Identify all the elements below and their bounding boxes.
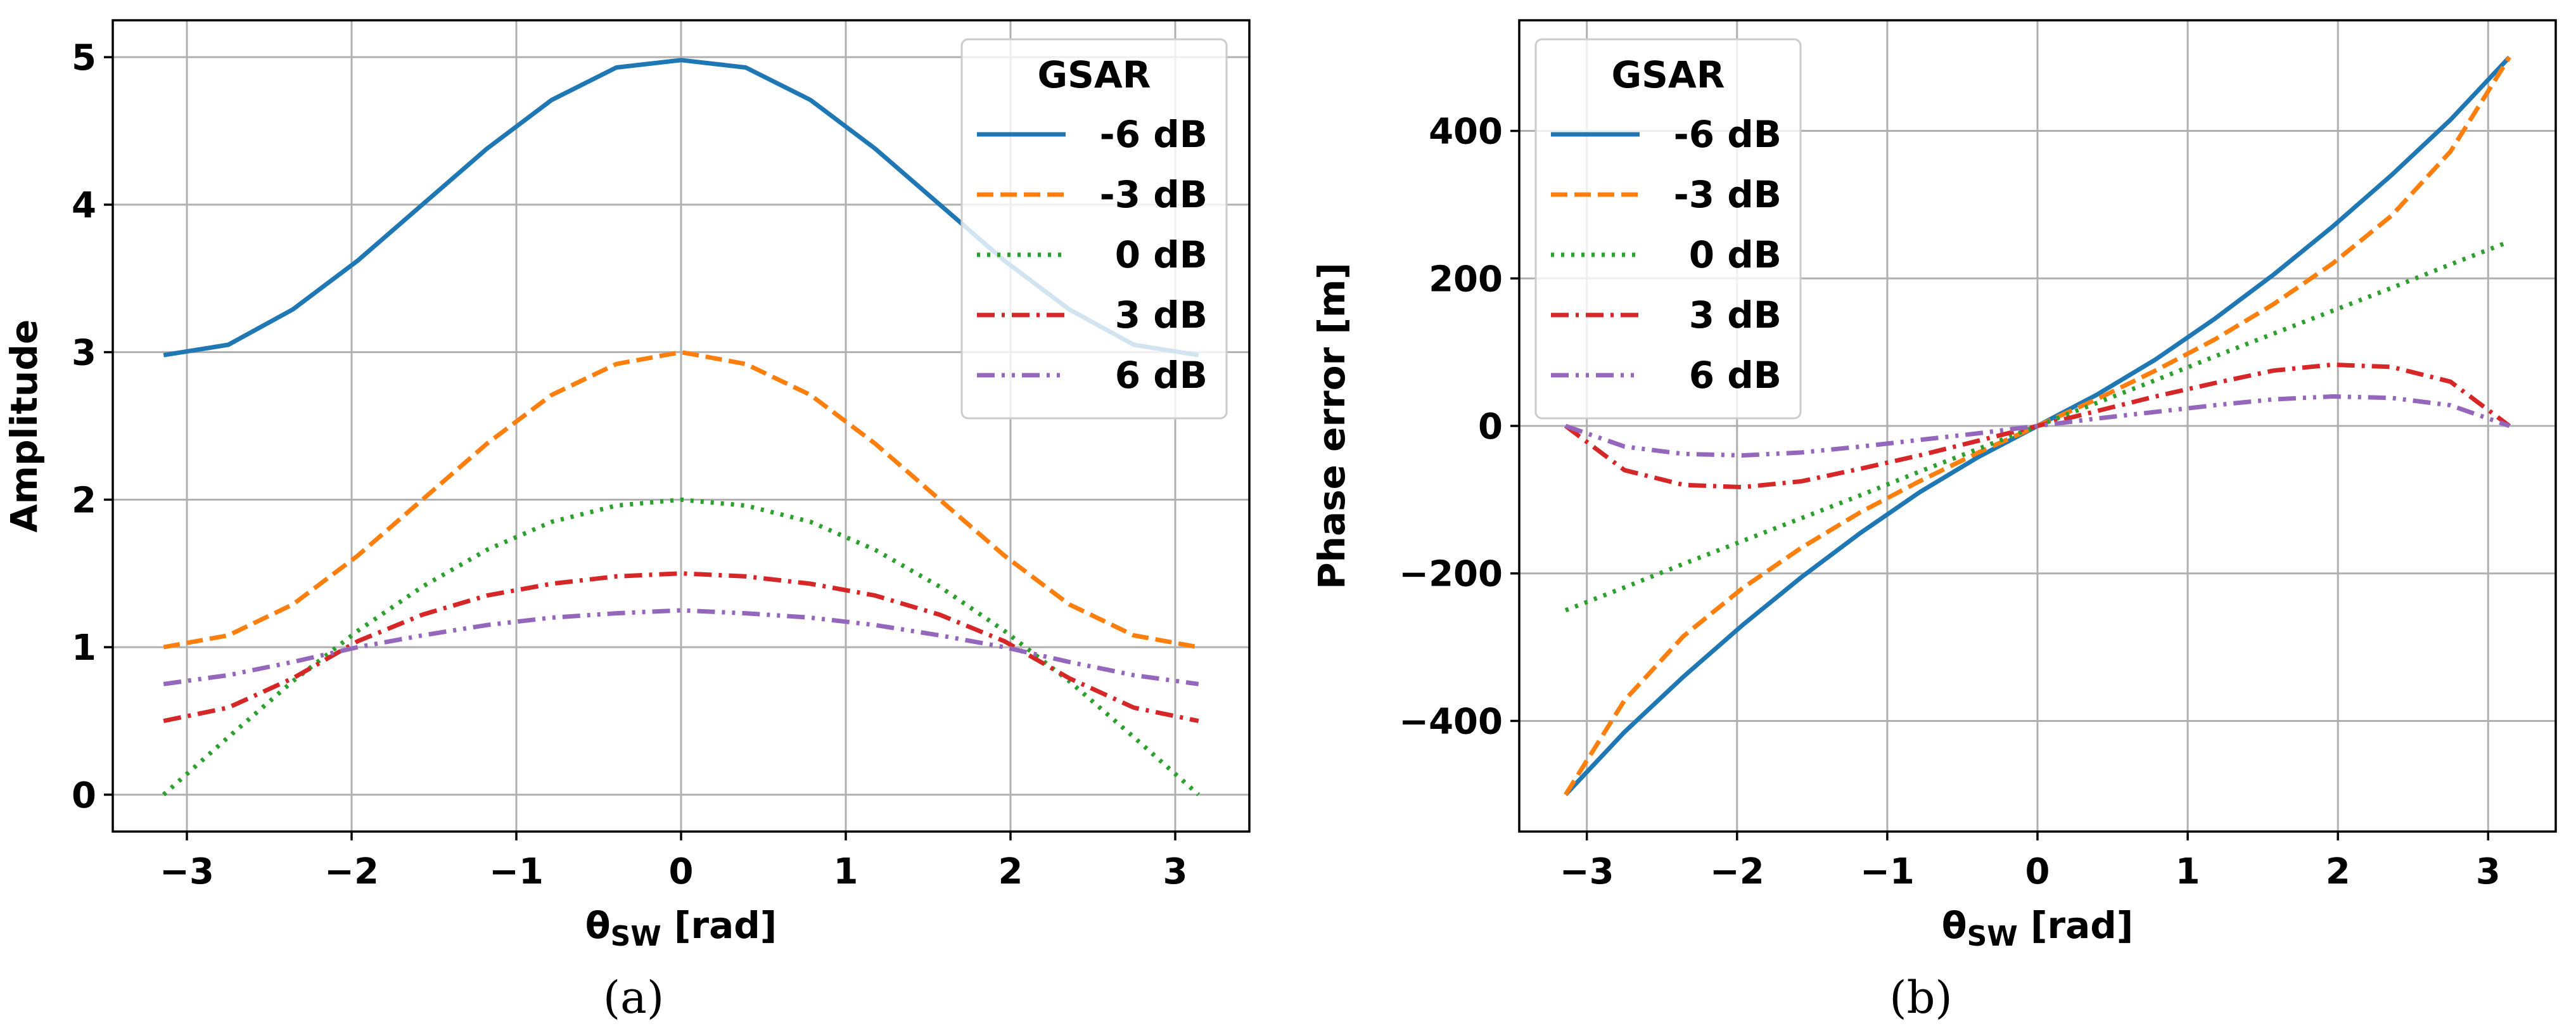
series-line-0db xyxy=(1564,239,2511,613)
x-axis-label-subscript: SW xyxy=(611,920,661,953)
x-tick-label: 3 xyxy=(1163,851,1188,892)
x-axis-label-main: θ xyxy=(585,904,611,947)
y-axis-label: Amplitude xyxy=(3,319,46,532)
legend-label: -6 dB xyxy=(1674,113,1782,156)
x-tick-label: 0 xyxy=(2025,851,2050,892)
x-tick-label: 1 xyxy=(2176,851,2200,892)
x-tick-label: −1 xyxy=(489,851,544,892)
legend-label: 3 dB xyxy=(1115,293,1208,337)
series-line-3db xyxy=(163,571,1199,723)
legend-label: 0 dB xyxy=(1689,233,1782,276)
y-tick-label: 4 xyxy=(72,185,96,226)
x-axis-label-subscript: SW xyxy=(1967,920,2018,953)
x-axis-label-unit: [rad] xyxy=(2018,904,2133,947)
y-tick-label: 200 xyxy=(1429,259,1503,300)
y-tick-label: −400 xyxy=(1399,701,1503,742)
x-tick-label: −3 xyxy=(160,851,214,892)
legend: GSAR -6 dB -3 dB 0 dB 3 dB 6 dB xyxy=(960,38,1228,420)
x-tick-label: 3 xyxy=(2476,851,2501,892)
x-axis-label-main: θ xyxy=(1942,904,1967,947)
legend-label: -3 dB xyxy=(1100,173,1208,216)
x-axis-label: θSW [rad] xyxy=(585,904,777,953)
y-tick-label: 3 xyxy=(72,333,96,374)
y-tick-label: −200 xyxy=(1399,554,1503,595)
legend-label: 6 dB xyxy=(1689,354,1782,397)
x-tick-label: −1 xyxy=(1860,851,1915,892)
series-line-0db xyxy=(162,497,1201,797)
x-tick-label: −2 xyxy=(1710,851,1764,892)
legend-label: 0 dB xyxy=(1115,233,1208,276)
x-axis-label-unit: [rad] xyxy=(661,904,777,947)
y-tick-label: 5 xyxy=(72,37,96,79)
x-tick-label: 2 xyxy=(2326,851,2350,892)
panel-b-phase-error-chart: −3 −2 −1 0 1 2 3 −400 −200 0 200 400 θSW [rad] Phase … xyxy=(1310,19,2557,1024)
legend: GSAR -6 dB -3 dB 0 dB 3 dB 6 dB xyxy=(1534,38,1802,420)
x-tick-label: 1 xyxy=(834,851,858,892)
legend-title: GSAR xyxy=(1612,53,1725,96)
y-tick-label: 1 xyxy=(72,627,96,669)
series-line-6db xyxy=(163,608,1199,686)
y-axis-label: Phase error [m] xyxy=(1310,262,1353,589)
y-tick-label: 0 xyxy=(1478,406,1503,447)
panel-caption: (a) xyxy=(603,972,664,1024)
x-tick-label: 2 xyxy=(998,851,1023,892)
y-tick-label: 2 xyxy=(72,480,96,521)
legend-label: -3 dB xyxy=(1674,173,1782,216)
y-tick-label: 400 xyxy=(1429,112,1503,153)
series-line-6db xyxy=(1564,394,2511,458)
x-tick-label: −3 xyxy=(1560,851,1614,892)
panel-a-amplitude-chart: −3 −2 −1 0 1 2 3 0 1 2 3 4 5 θSW [rad] Amplitude GSAR -6… xyxy=(3,19,1251,1024)
legend-label: 6 dB xyxy=(1115,354,1208,397)
legend-label: -6 dB xyxy=(1100,113,1208,156)
x-tick-label: 0 xyxy=(669,851,694,892)
x-tick-label: −2 xyxy=(324,851,379,892)
y-tick-label: 0 xyxy=(72,775,96,816)
legend-label: 3 dB xyxy=(1689,293,1782,337)
panel-caption: (b) xyxy=(1889,972,1952,1024)
series-line--3db xyxy=(163,350,1199,650)
x-axis-label: θSW [rad] xyxy=(1942,904,2134,953)
legend-title: GSAR xyxy=(1038,53,1151,96)
